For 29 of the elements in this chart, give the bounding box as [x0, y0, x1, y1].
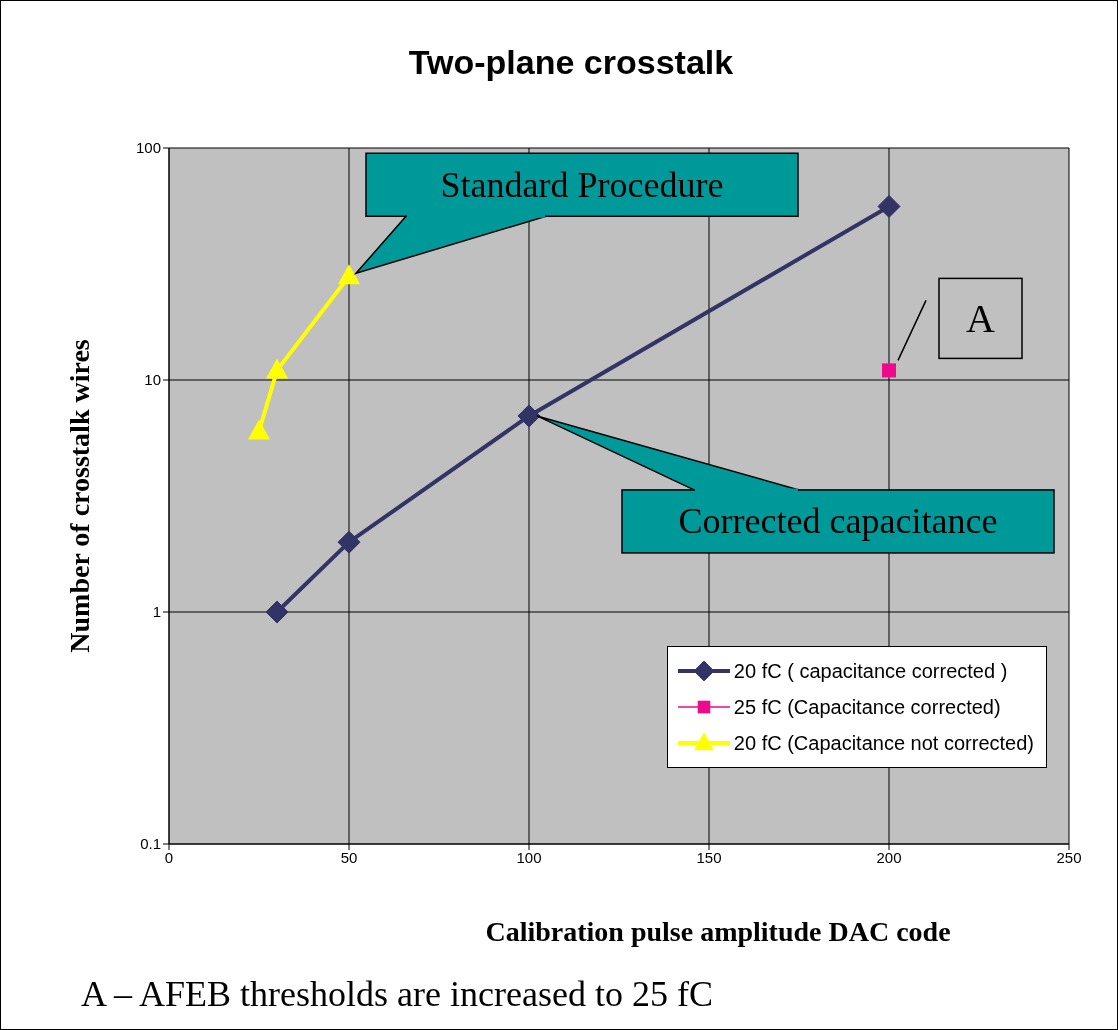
y-tick-label: 1: [152, 603, 161, 621]
y-tick-label: 10: [144, 371, 161, 389]
point: [338, 264, 360, 285]
y-tick-label: 100: [135, 139, 161, 157]
point: [877, 194, 901, 218]
annotation: Corrected capacitance: [678, 501, 998, 542]
point: [882, 363, 896, 378]
text: A – AFEB thresholds are increased to 25 fC: [81, 973, 713, 1015]
point: [337, 530, 361, 554]
legend-label: 20 fC (Capacitance not corrected): [733, 731, 1034, 755]
point: [248, 419, 270, 440]
x-tick-label: 200: [876, 848, 902, 866]
chart-title: Two-plane crosstalk: [407, 43, 735, 82]
y-axis-title: Number of crosstalk wires: [63, 339, 95, 653]
y-tick-label: 0.1: [140, 835, 161, 853]
legend-label: 25 fC (Capacitance corrected): [733, 695, 1001, 719]
x-tick-label: 0: [164, 848, 174, 866]
x-axis-title: Calibration pulse amplitude DAC code: [484, 916, 952, 948]
annotation: A: [966, 296, 996, 342]
x-tick-label: 150: [696, 848, 722, 866]
legend-label: 20 fC ( capacitance corrected ): [733, 659, 1008, 683]
x-tick-label: 50: [340, 848, 358, 866]
x-tick-label: 100: [516, 848, 542, 866]
x-tick-label: 250: [1056, 848, 1082, 866]
annotation: Standard Procedure: [440, 164, 724, 205]
point: [266, 358, 288, 379]
point: [265, 600, 289, 624]
label-frame: A: [897, 277, 1023, 362]
point: [517, 404, 541, 428]
